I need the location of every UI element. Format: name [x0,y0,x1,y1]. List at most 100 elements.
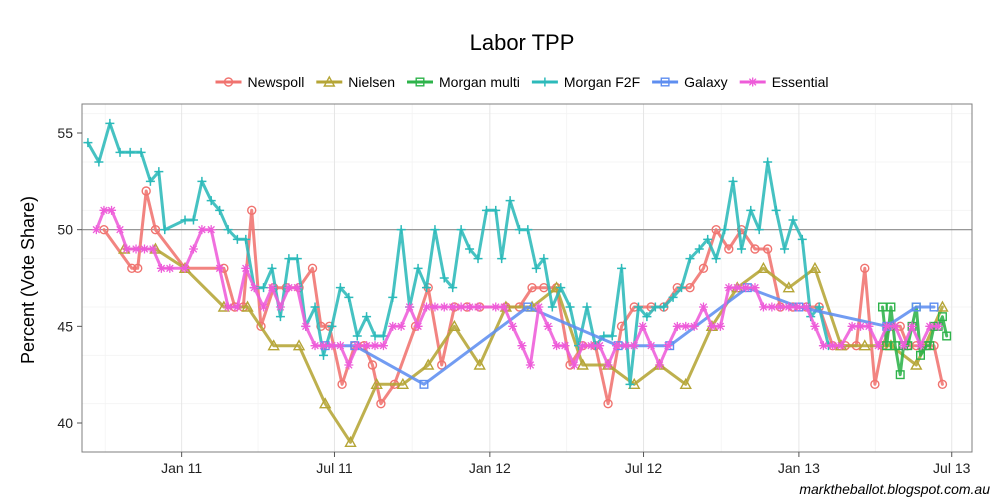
data-point-nielsen [858,339,871,351]
data-point-nielsen [448,319,461,332]
data-point-nielsen [679,377,692,390]
data-point-essential [413,321,423,331]
data-point-morgan-f2f [327,321,337,331]
data-point-newspoll [141,186,151,196]
data-point-morgan-f2f [531,263,541,273]
data-point-morgan-f2f [539,254,549,264]
data-point-essential [188,244,198,254]
data-point-morgan-f2f [422,283,432,293]
data-point-newspoll [527,282,537,293]
data-point-essential [115,225,125,235]
data-point-essential [847,321,857,331]
data-point-morgan-f2f [728,176,738,186]
data-point-morgan-f2f [736,244,746,254]
data-point-essential [499,302,509,312]
data-point-essential [148,244,158,254]
data-point-morgan-f2f [473,254,483,264]
legend-item-nielsen: Nielsen [316,74,395,90]
data-point-essential [578,341,588,351]
data-point-morgan-multi [877,302,887,312]
data-point-essential [784,302,794,312]
data-point-morgan-f2f [633,302,643,312]
data-point-morgan-f2f [259,283,269,293]
data-point-morgan-f2f [275,312,285,322]
data-point-essential [267,283,277,293]
data-point-essential [732,283,742,293]
data-point-morgan-f2f [318,350,328,360]
data-point-morgan-f2f [650,302,660,312]
data-point-essential [275,302,285,312]
data-point-morgan-f2f [413,263,423,273]
legend-key-marker [748,77,758,87]
data-point-essential [890,321,900,331]
data-point-galaxy [419,379,429,389]
data-point-morgan-f2f [105,118,115,128]
data-point-morgan-f2f [797,234,807,244]
data-point-essential [672,321,682,331]
data-point-essential [180,263,190,273]
data-point-essential [422,302,432,312]
data-point-morgan-f2f [154,167,164,177]
data-point-newspoll [937,379,948,390]
data-point-morgan-f2f [642,312,652,322]
data-point-newspoll [133,263,143,274]
legend-key-marker [660,77,670,87]
data-point-essential [698,302,708,312]
data-point-newspoll [698,263,709,274]
data-point-morgan-f2f [514,225,524,235]
data-point-morgan-f2f [232,234,242,244]
data-point-essential [396,321,406,331]
data-point-morgan-f2f [335,283,345,293]
data-point-nielsen [473,358,486,370]
data-point-morgan-f2f [352,331,362,341]
data-point-newspoll [127,263,137,274]
legend-label: Nielsen [348,74,395,90]
data-point-morgan-f2f [388,292,398,302]
data-point-morgan-f2f [746,205,756,215]
data-point-morgan-f2f [582,302,592,312]
data-point-morgan-f2f [94,157,104,167]
data-point-newspoll [870,379,880,390]
legend-label: Morgan F2F [564,74,640,90]
data-point-morgan-multi [882,341,892,351]
legend-key-marker [323,75,336,87]
data-point-essential [491,302,501,312]
data-point-essential [775,302,785,312]
data-point-nielsen [422,358,435,370]
data-point-essential [310,341,320,351]
data-point-essential [681,321,691,331]
data-point-morgan-f2f [145,176,155,186]
data-point-morgan-f2f [448,283,458,293]
y-tick-label: 50 [57,222,73,238]
data-point-essential [856,321,866,331]
x-tick-label: Jul 12 [625,460,663,476]
data-point-essential [655,360,665,370]
x-tick-label: Jan 11 [161,460,202,476]
data-point-morgan-f2f [344,292,354,302]
data-point-newspoll [860,263,870,274]
data-point-nielsen [241,300,254,312]
data-point-essential [646,341,656,351]
data-point-nielsen [267,339,280,351]
data-point-essential [318,341,328,351]
legend-key-marker [540,77,550,87]
data-point-essential [689,321,699,331]
y-tick-label: 55 [57,125,73,141]
data-point-galaxy [523,302,533,312]
data-point-essential [534,302,544,312]
data-point-morgan-f2f [677,283,687,293]
data-point-essential [933,321,943,331]
data-point-morgan-f2f [668,292,678,302]
legend-item-morgan-multi: Morgan multi [407,74,520,90]
data-point-morgan-f2f [215,205,225,215]
data-point-morgan-f2f [188,215,198,225]
x-tick-label: Jan 12 [469,460,511,476]
data-point-morgan-f2f [754,225,764,235]
data-point-essential [378,341,388,351]
data-point-morgan-f2f [456,225,466,235]
y-axis: 40 45 50 55 [57,125,82,431]
data-point-essential [456,302,466,312]
data-point-essential [818,341,828,351]
data-point-morgan-f2f [206,196,216,206]
